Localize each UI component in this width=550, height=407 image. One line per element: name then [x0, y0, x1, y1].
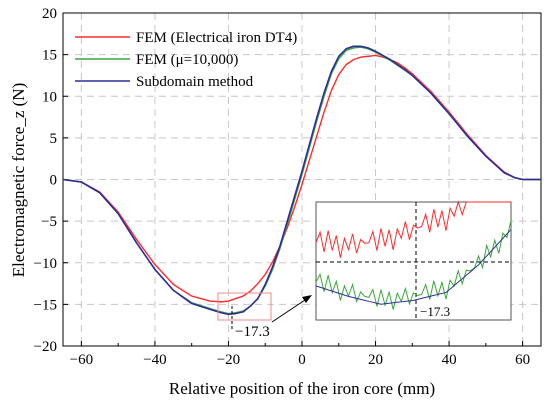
inset-arrow [271, 297, 309, 323]
y-tick-label: −15 [34, 297, 57, 313]
y-tick-label: 10 [42, 89, 57, 105]
series-line-1 [62, 54, 541, 303]
y-tick-label: −10 [34, 256, 57, 272]
series-layer [62, 45, 541, 316]
legend-label-1: FEM (Electrical iron DT4) [136, 30, 297, 46]
inset-panel: −17.3 [315, 200, 512, 321]
x-tick-label: −40 [143, 352, 166, 368]
x-tick-label: −60 [70, 352, 93, 368]
ticks: −60 −40 −20 0 20 40 60 20 15 10 5 0 −5 −10 −15 −20 [34, 6, 531, 368]
y-axis-title: Electromagnetic force_z (N) [9, 83, 28, 277]
series-line-3 [62, 45, 541, 316]
y-tick-label: 0 [50, 173, 58, 189]
x-tick-label: 40 [442, 352, 457, 368]
inset-arrowhead [302, 295, 312, 303]
y-tick-label: 5 [50, 131, 58, 147]
x-tick-label: 0 [298, 352, 306, 368]
inset-series [315, 200, 512, 310]
y-tick-label: 15 [42, 48, 57, 64]
y-tick-label: 20 [42, 6, 57, 22]
legend: FEM (Electrical iron DT4) FEM (μ=10,000) S… [75, 30, 297, 90]
y-tick-label: −20 [34, 339, 57, 355]
inset-series-line-3 [315, 229, 512, 305]
x-tick-label: 60 [515, 352, 530, 368]
min-annotation: −17.3 [235, 324, 270, 340]
x-tick-label: −20 [217, 352, 240, 368]
legend-label-2: FEM (μ=10,000) [136, 52, 238, 68]
x-tick-label: 20 [368, 352, 383, 368]
inset-series-line-1 [315, 200, 511, 258]
legend-label-3: Subdomain method [136, 74, 254, 90]
y-tick-label: −5 [41, 214, 57, 230]
x-axis-title: Relative position of the iron core (mm) [169, 379, 435, 398]
inset-min-label: −17.3 [420, 304, 450, 319]
zoom-region-box [217, 292, 272, 321]
